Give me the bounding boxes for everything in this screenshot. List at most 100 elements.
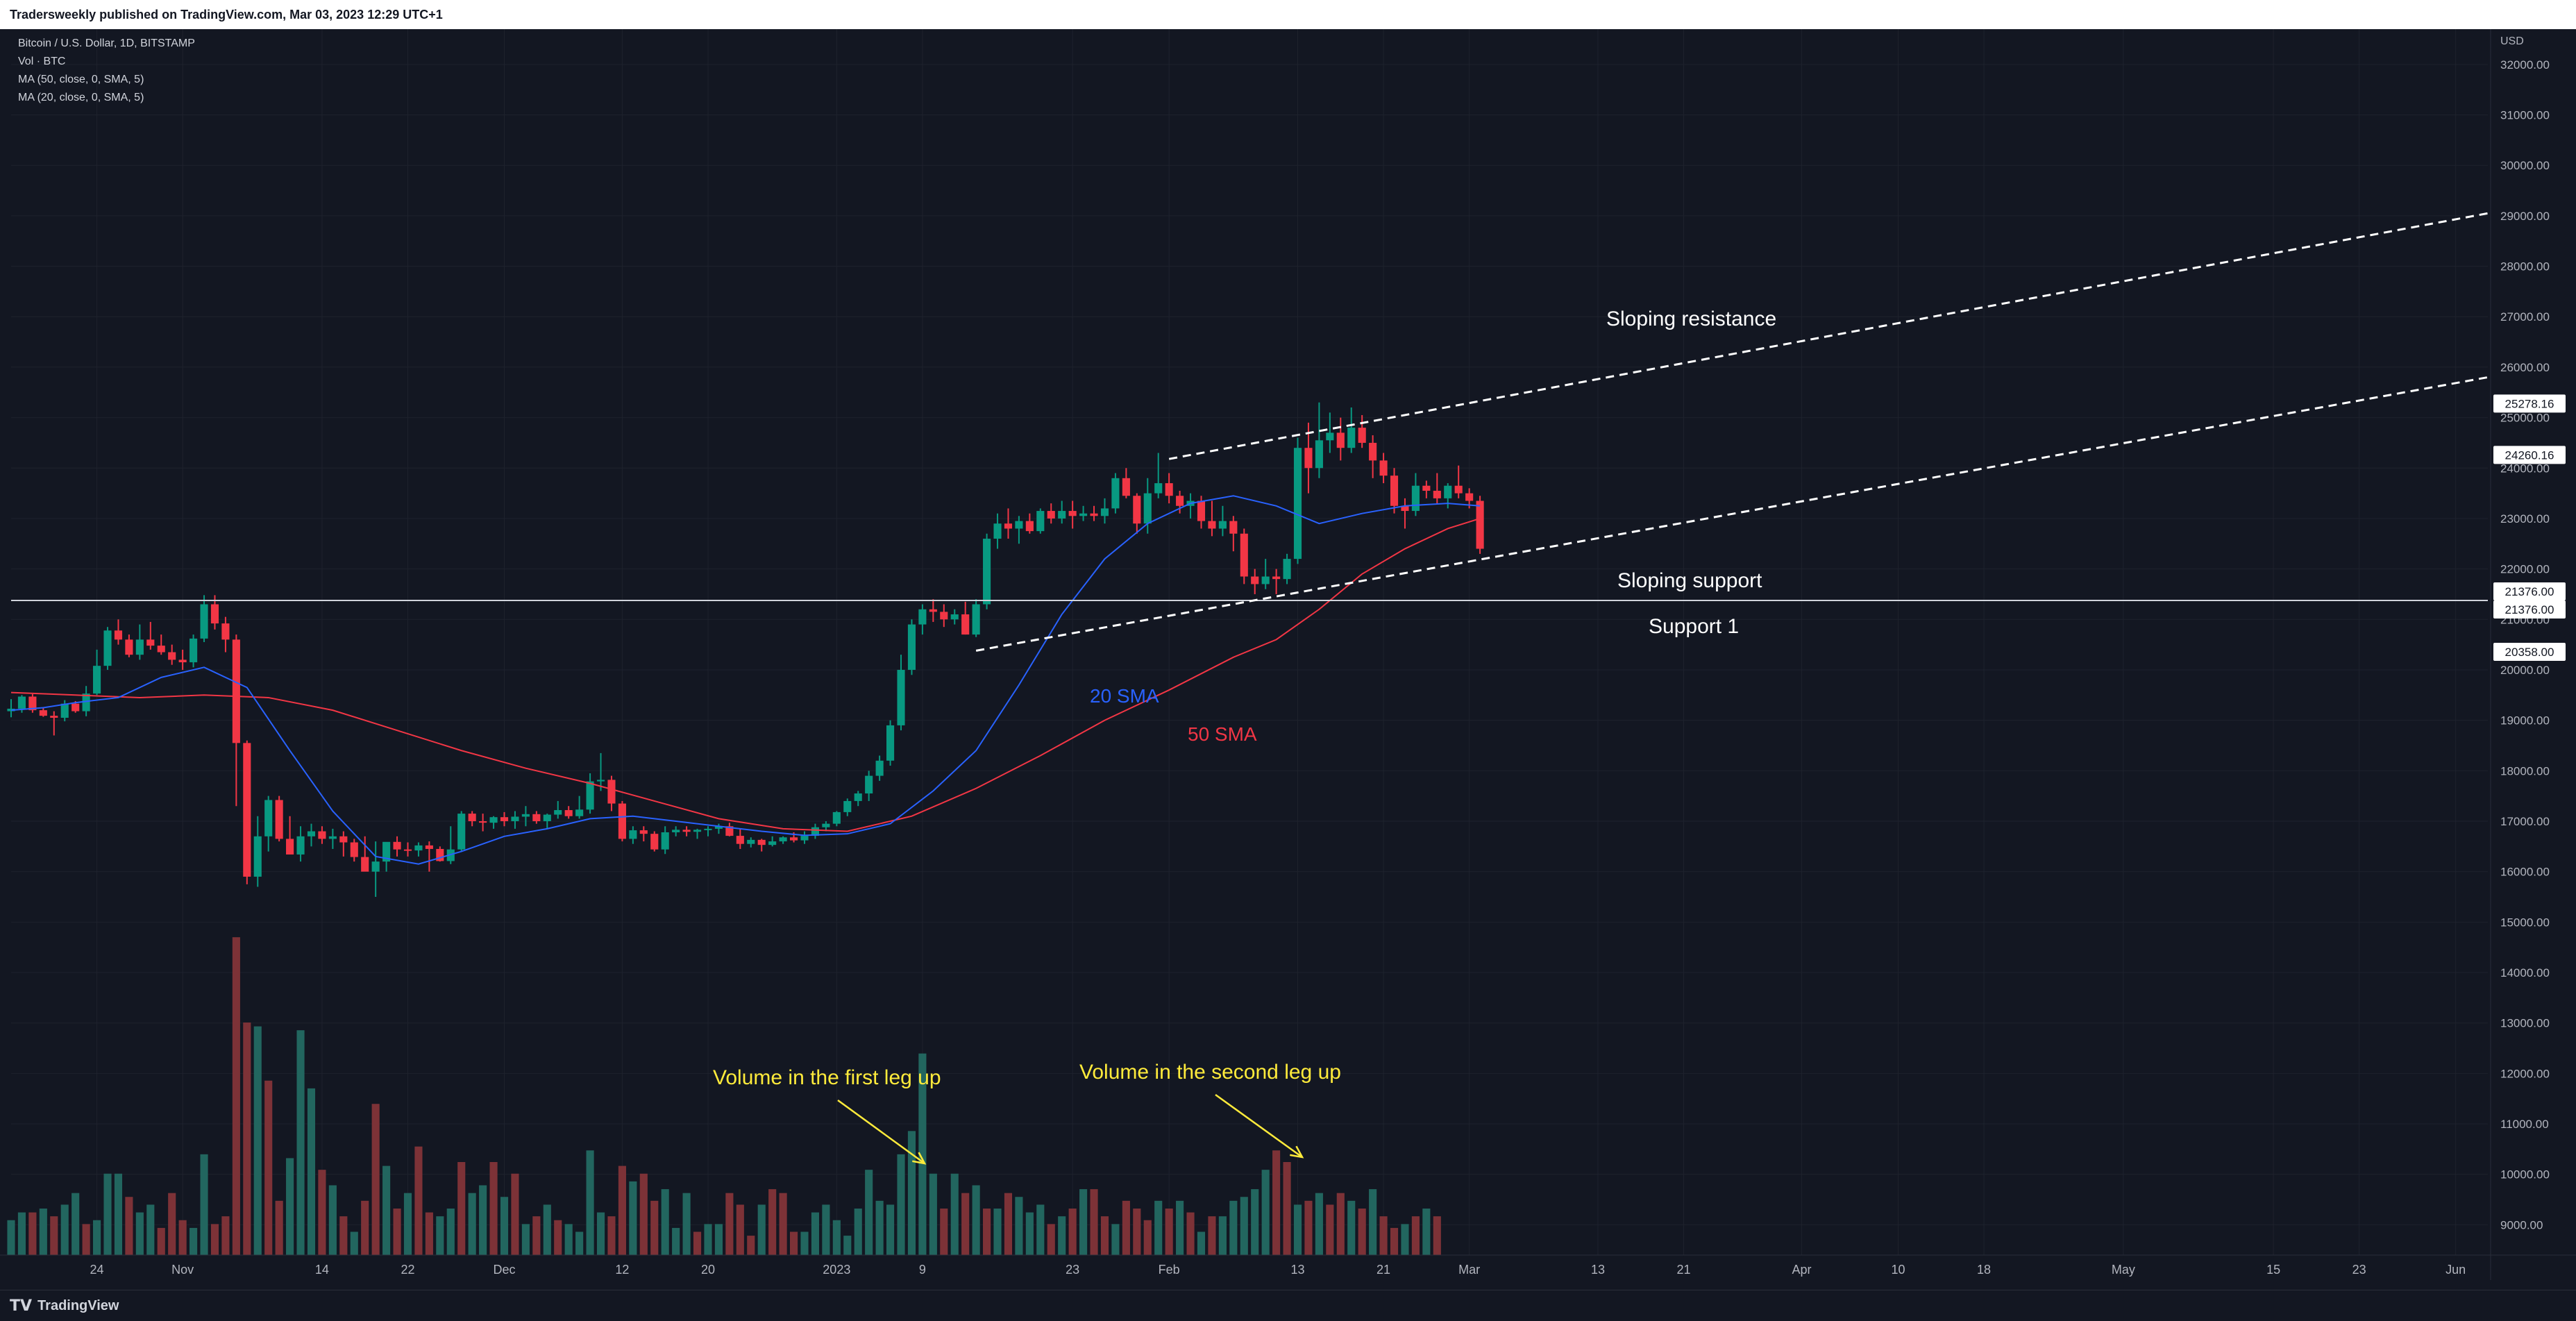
candle-body — [232, 639, 240, 743]
annotation-50-sma[interactable]: 50 SMA — [1188, 723, 1257, 745]
y-tick-label: 27000.00 — [2500, 310, 2550, 323]
volume-bar — [629, 1181, 637, 1255]
candle-body — [983, 539, 991, 605]
candle-body — [950, 614, 959, 620]
annotation-sloping-resistance[interactable]: Sloping resistance — [1606, 308, 1777, 330]
annotation-support-1[interactable]: Support 1 — [1649, 615, 1740, 638]
volume-bar — [779, 1193, 787, 1255]
candle-body — [114, 630, 123, 640]
legend-ma20[interactable]: MA (20, close, 0, SMA, 5) — [18, 92, 144, 103]
price-label-box — [2493, 582, 2566, 600]
volume-bar — [275, 1200, 283, 1255]
drawing-tools[interactable] — [11, 212, 2489, 1165]
candle-body — [1272, 576, 1281, 580]
candle-body — [1390, 476, 1399, 506]
candle-body — [489, 817, 498, 823]
x-tick-label: 23 — [1066, 1263, 1079, 1277]
volume-bar — [1229, 1200, 1238, 1255]
volume-bar — [1025, 1212, 1034, 1255]
candle-body — [468, 814, 476, 821]
x-tick-label: 22 — [401, 1263, 414, 1277]
volume-bar — [950, 1173, 959, 1255]
volume-bar — [1251, 1189, 1259, 1255]
arrow-second-leg — [1215, 1093, 1303, 1159]
x-tick-label: 10 — [1891, 1263, 1905, 1277]
candle-body — [1293, 448, 1302, 559]
volume-bar — [414, 1146, 423, 1255]
volume-bar — [854, 1208, 862, 1255]
resistance-trendline — [1168, 212, 2489, 460]
price-label-text: 21376.00 — [2505, 603, 2554, 616]
candle-body — [500, 817, 509, 821]
candle-body — [71, 703, 80, 712]
candle-body — [93, 666, 101, 694]
candle-body — [318, 831, 326, 839]
candle-body — [1358, 428, 1366, 443]
candle-body — [779, 837, 787, 842]
volume-bar — [1208, 1216, 1216, 1255]
candle-body — [1218, 521, 1227, 529]
tradingview-brand[interactable]: TV TradingView — [0, 1297, 119, 1315]
annotation-sloping-support[interactable]: Sloping support — [1617, 569, 1762, 592]
candle-body — [639, 830, 648, 834]
axes: 9000.00 10000.00 11000.00 12000.00 13000.00 1… — [0, 29, 2576, 1280]
volume-bar — [768, 1189, 777, 1255]
annotation-20-sma[interactable]: 20 SMA — [1090, 685, 1159, 707]
candle-body — [886, 725, 895, 761]
volume-bar — [7, 1220, 15, 1255]
volume-bar — [1218, 1216, 1227, 1255]
candle-body — [253, 836, 262, 877]
volume-bar — [39, 1208, 47, 1255]
volume-bar — [929, 1173, 937, 1255]
candle-body — [1304, 448, 1313, 469]
price-chart[interactable]: 9000.00 10000.00 11000.00 12000.00 13000.00 1… — [0, 29, 2576, 1290]
volume-bar — [82, 1224, 90, 1255]
arrow-second-leg-head — [1290, 1145, 1304, 1159]
legend-ma50[interactable]: MA (50, close, 0, SMA, 5) — [18, 74, 144, 85]
volume-bar — [1058, 1216, 1066, 1255]
candle-body — [457, 814, 466, 850]
legend-volume[interactable]: Vol · BTC — [18, 56, 66, 67]
volume-bars — [7, 937, 1441, 1255]
volume-bar — [17, 1212, 26, 1255]
publisher-bar: Tradersweekly published on TradingView.c… — [0, 0, 2576, 29]
volume-bar — [200, 1154, 208, 1255]
volume-bar — [822, 1204, 830, 1255]
volume-bar — [940, 1208, 948, 1255]
candle-body — [693, 830, 702, 832]
volume-bar — [521, 1224, 530, 1255]
volume-bar — [307, 1088, 316, 1255]
volume-bar — [811, 1212, 820, 1255]
annotation-volume-second-leg[interactable]: Volume in the second leg up — [1079, 1061, 1341, 1084]
candle-body — [714, 826, 723, 829]
legend-symbol[interactable]: Bitcoin / U.S. Dollar, 1D, BITSTAMP — [18, 37, 195, 49]
x-tick-label: 21 — [1677, 1263, 1691, 1277]
annotation-volume-first-leg[interactable]: Volume in the first leg up — [713, 1066, 941, 1089]
candle-body — [854, 793, 862, 801]
x-tick-label: 24 — [90, 1263, 104, 1277]
volume-bar — [1004, 1193, 1013, 1255]
volume-bar — [1133, 1208, 1141, 1255]
x-tick-label: 20 — [701, 1263, 715, 1277]
volume-bar — [1336, 1193, 1345, 1255]
candle-body — [940, 612, 948, 620]
volume-bar — [178, 1220, 187, 1255]
candle-body — [1454, 485, 1463, 494]
publisher-text: Tradersweekly published on TradingView.c… — [10, 7, 443, 22]
volume-bar — [425, 1212, 433, 1255]
volume-bar — [361, 1200, 369, 1255]
candle-body — [768, 841, 777, 845]
x-tick-label: 2023 — [823, 1263, 850, 1277]
candle-body — [1111, 478, 1120, 509]
candle-body — [521, 814, 530, 817]
y-tick-label: 24000.00 — [2500, 462, 2550, 475]
y-tick-label: 13000.00 — [2500, 1017, 2550, 1030]
x-tick-label: Jun — [2445, 1263, 2466, 1277]
moving-averages — [10, 495, 1481, 865]
volume-bar — [243, 1022, 251, 1255]
candle-body — [264, 800, 273, 836]
candle-body — [479, 821, 487, 823]
price-label-box — [2493, 394, 2566, 413]
candle-body — [907, 624, 916, 670]
x-tick-label: 9 — [919, 1263, 926, 1277]
